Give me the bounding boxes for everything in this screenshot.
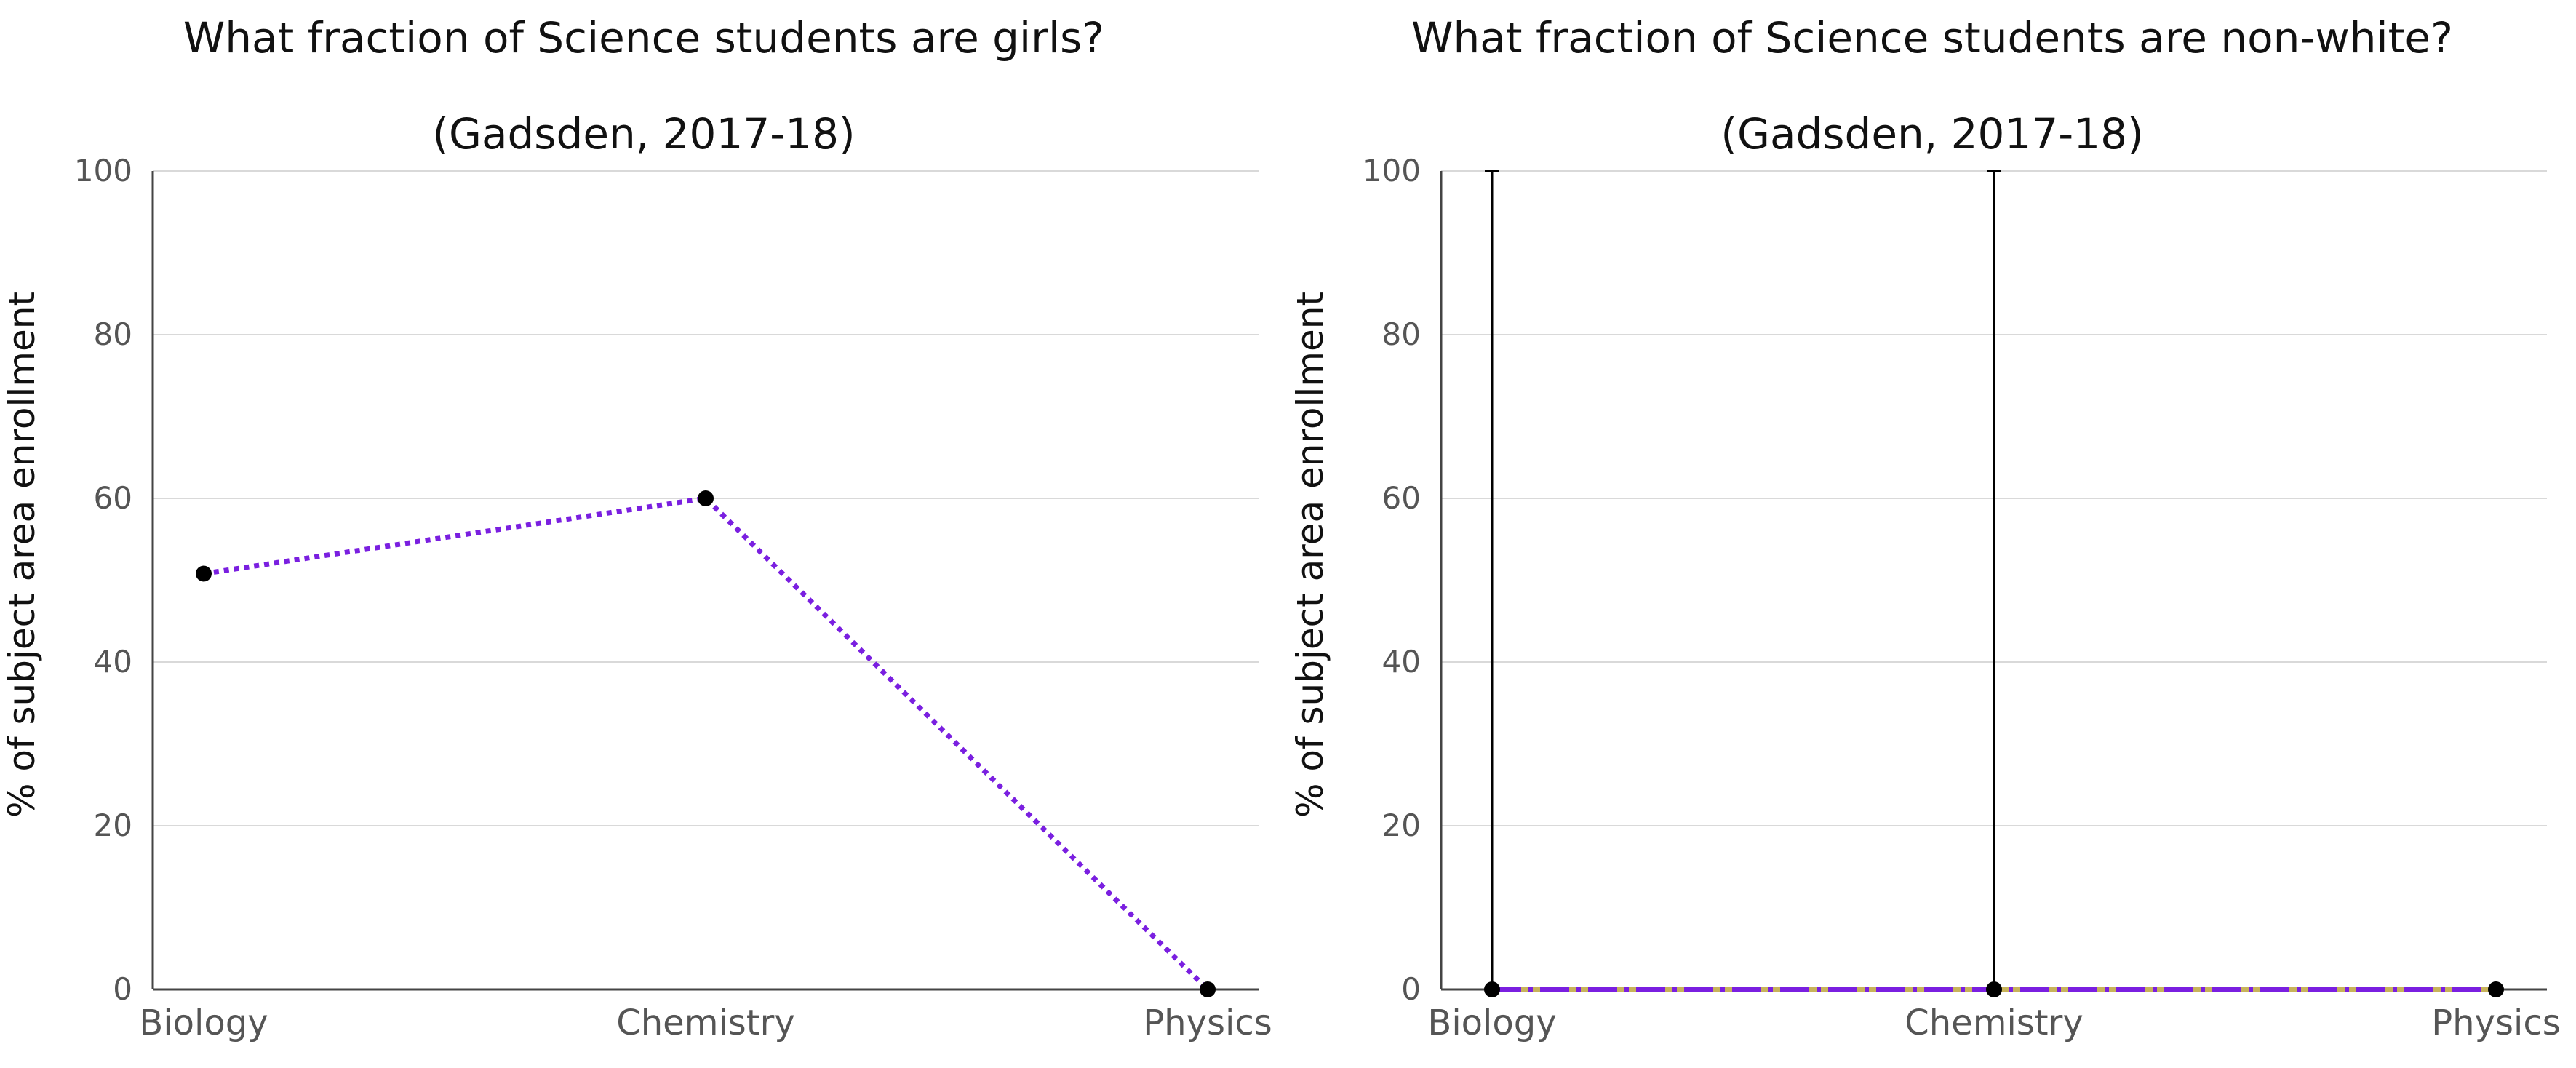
- data-point: [1200, 981, 1216, 997]
- y-tick-label: 20: [94, 808, 132, 843]
- x-tick-label: Biology: [139, 1003, 268, 1043]
- data-point: [2488, 981, 2504, 997]
- y-tick-label: 0: [1401, 971, 1421, 1007]
- y-tick-label: 100: [1363, 153, 1421, 188]
- y-tick-label: 80: [1382, 316, 1421, 352]
- y-tick-label: 0: [113, 971, 132, 1007]
- data-point: [196, 565, 212, 582]
- chart-title: What fraction of Science students are no…: [1411, 13, 2453, 63]
- y-tick-label: 40: [94, 644, 132, 680]
- data-point: [698, 490, 714, 506]
- plot-area: 0 20 40 60 80 100 Biology Chemistry Physics: [74, 153, 1272, 1043]
- y-tick-label: 100: [74, 153, 132, 188]
- series-line: [203, 495, 1210, 992]
- x-tick-label: Physics: [2431, 1003, 2561, 1043]
- y-tick-label: 40: [1382, 644, 1421, 680]
- y-tick-label: 20: [1382, 808, 1421, 843]
- chart-subtitle: (Gadsden, 2017-18): [432, 109, 856, 159]
- y-tick-label: 60: [94, 480, 132, 516]
- x-tick-label: Physics: [1143, 1003, 1272, 1043]
- x-tick-label: Chemistry: [616, 1003, 795, 1043]
- data-point: [1484, 981, 1500, 997]
- chart-panel-nonwhite: What fraction of Science students are no…: [1288, 0, 2576, 1068]
- x-tick-label: Chemistry: [1905, 1003, 2083, 1043]
- data-point: [1986, 981, 2002, 997]
- chart-subtitle: (Gadsden, 2017-18): [1720, 109, 2144, 159]
- chart-panel-girls: What fraction of Science students are gi…: [1, 13, 1272, 1043]
- y-tick-label: 60: [1382, 480, 1421, 516]
- plot-area: 0 20 40 60 80 100 Biology Chemistry Physics: [1363, 153, 2561, 1043]
- chart-title: What fraction of Science students are gi…: [183, 13, 1105, 63]
- x-tick-label: Biology: [1427, 1003, 1556, 1043]
- y-tick-label: 80: [94, 316, 132, 352]
